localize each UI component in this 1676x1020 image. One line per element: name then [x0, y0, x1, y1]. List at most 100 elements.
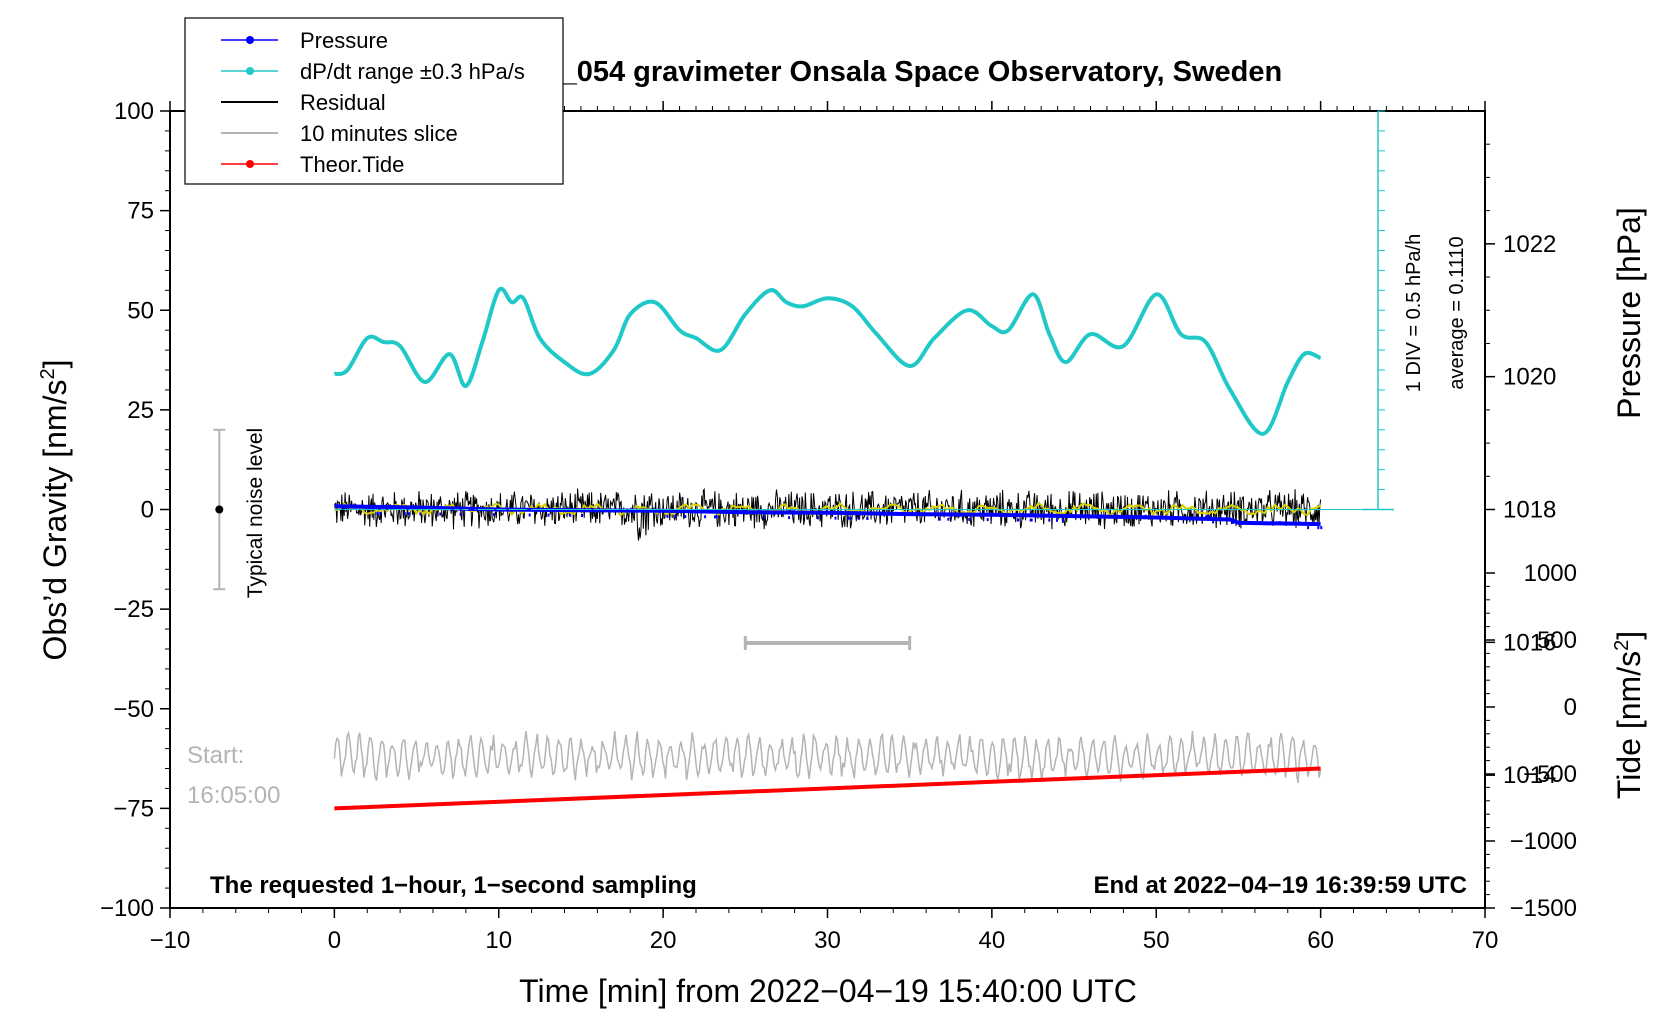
x-axis-title: Time [min] from 2022−04−19 15:40:00 UTC	[519, 973, 1137, 1009]
pressure-point	[1055, 518, 1058, 522]
pressure-point	[406, 507, 409, 511]
pressure-point	[908, 512, 911, 516]
pressure-point	[468, 507, 471, 511]
pressure-point	[403, 512, 406, 516]
pressure-point	[419, 512, 422, 516]
div-label: 1 DIV = 0.5 hPa/h	[1403, 234, 1425, 392]
legend-marker-tide	[246, 160, 254, 168]
pressure-point	[977, 512, 980, 516]
x-tick-label: 40	[979, 927, 1006, 954]
pressure-point	[1144, 514, 1147, 518]
pressure-point	[763, 515, 766, 519]
tide-axis-title-close: ]	[1611, 631, 1647, 640]
pressure-point	[704, 515, 707, 519]
pressure-point	[470, 507, 473, 511]
pressure-point	[857, 516, 860, 520]
legend-label-pressure: Pressure	[300, 28, 388, 53]
noise-label: Typical noise level	[244, 428, 267, 598]
y-tick-label: −50	[113, 696, 154, 723]
pressure-point	[684, 515, 687, 519]
pressure-point	[1212, 520, 1215, 524]
pressure-point	[658, 509, 661, 513]
pressure-point	[581, 513, 584, 517]
pressure-point	[472, 507, 475, 511]
y-tick-labels: 100 75 50 25 0 −25 −50 −75 −100	[100, 98, 154, 922]
x-tick-label: 0	[328, 927, 341, 954]
pressure-point	[795, 511, 798, 515]
y-tick-label: 100	[114, 98, 154, 125]
tide-tick-label: −1500	[1510, 895, 1577, 922]
pressure-point	[591, 509, 594, 513]
tide-tick-label: −1000	[1510, 828, 1577, 855]
pressure-point	[947, 517, 950, 521]
pressure-point	[788, 516, 791, 520]
pressure-point	[1048, 518, 1051, 522]
pressure-point	[751, 510, 754, 514]
start-label: Start:	[187, 742, 244, 769]
bottom-right-note: End at 2022−04−19 16:39:59 UTC	[1093, 872, 1467, 899]
pressure-point	[866, 516, 869, 520]
pressure-point	[695, 510, 698, 514]
legend-marker-dpdt	[246, 67, 254, 75]
pressure-point	[847, 516, 850, 520]
axis-ticks	[160, 101, 1495, 918]
pressure-point	[1278, 521, 1281, 525]
pressure-point	[1029, 518, 1032, 522]
pressure-point	[866, 511, 869, 515]
pressure-point	[780, 511, 783, 515]
pressure-tick-labels: 1022 1020 1018 1016 1014	[1503, 231, 1556, 789]
x-tick-labels: −10 0 10 20 30 40 50 60 70	[150, 927, 1499, 954]
x-tick-label: 30	[814, 927, 841, 954]
chart-title: SCG_054 gravimeter Onsala Space Observat…	[498, 56, 1282, 88]
tide-axis-title: Tide [nm/s2]	[1611, 631, 1647, 799]
y-tick-label: 75	[127, 198, 154, 225]
legend-label-slice: 10 minutes slice	[300, 121, 458, 146]
pressure-point	[1051, 513, 1054, 517]
tide-tick-label: 1000	[1524, 560, 1577, 587]
y-tick-label: 25	[127, 397, 154, 424]
pressure-point	[666, 514, 669, 518]
pressure-point	[494, 508, 497, 512]
bottom-left-note: The requested 1−hour, 1−second sampling	[210, 872, 697, 899]
legend-marker-pressure	[246, 36, 254, 44]
pressure-point	[451, 507, 454, 511]
tide-line	[334, 766, 1321, 811]
pressure-point	[1139, 514, 1142, 518]
average-label: average = 0.1110	[1446, 236, 1468, 389]
pressure-point	[619, 509, 622, 513]
pressure-point	[739, 510, 742, 514]
pressure-point	[986, 518, 989, 522]
x-tick-label: 60	[1307, 927, 1334, 954]
pressure-point	[1035, 513, 1038, 517]
residual-smoothed-line	[334, 501, 1322, 518]
pressure-point	[1307, 526, 1310, 530]
legend-label-residual: Residual	[300, 90, 386, 115]
y-axis-title-sup: 2	[37, 368, 59, 379]
pressure-point	[817, 516, 820, 520]
y-tick-label: −25	[113, 596, 154, 623]
slice-line	[333, 730, 1322, 784]
pressure-point	[569, 513, 572, 517]
pressure-point	[1017, 518, 1020, 522]
pressure-point	[850, 516, 853, 520]
start-time: 16:05:00	[187, 782, 280, 809]
y-tick-label: −75	[113, 795, 154, 822]
pressure-point	[439, 512, 442, 516]
pressure-point	[674, 514, 677, 518]
x-tick-label: 10	[485, 927, 512, 954]
pressure-point	[506, 508, 509, 512]
pressure-point	[493, 513, 496, 517]
y-axis-title-close: ]	[37, 360, 73, 369]
pressure-point	[379, 511, 382, 515]
pressure-point	[626, 509, 629, 513]
pressure-tick-label: 1018	[1503, 497, 1556, 524]
pressure-tick-label: 1016	[1503, 629, 1556, 656]
pressure-point	[1320, 526, 1323, 530]
series-layer	[213, 286, 1375, 811]
dpdt-scale-bar	[1362, 110, 1394, 511]
tide-tick-labels: 1000 500 0 −500 −1000 −1500	[1510, 560, 1577, 922]
pressure-point	[885, 512, 888, 516]
pressure-point	[459, 507, 462, 511]
pressure-point	[713, 515, 716, 519]
pressure-point	[526, 508, 529, 512]
